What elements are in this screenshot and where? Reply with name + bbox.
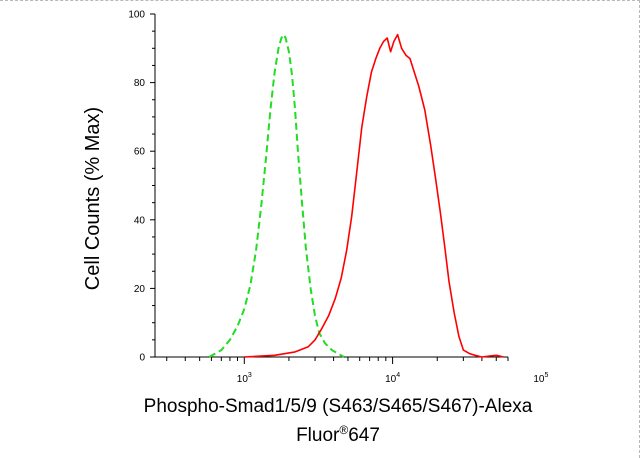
y-tick-label: 40 xyxy=(134,215,146,226)
series-layer xyxy=(208,33,504,358)
y-axis-label: Cell Counts (% Max) xyxy=(82,107,104,290)
y-tick-label: 100 xyxy=(128,10,145,21)
y-tick-label: 60 xyxy=(134,147,146,158)
plot-area: 0 20 40 60 80 100 103 104 105 xyxy=(128,10,548,386)
y-axis-ticks: 0 20 40 60 80 100 xyxy=(128,10,155,364)
x-tick-label: 104 xyxy=(385,372,400,385)
y-tick-label: 0 xyxy=(139,353,145,364)
y-tick-label: 80 xyxy=(134,78,146,89)
control-histogram-line xyxy=(208,33,345,358)
x-axis-label-number: 647 xyxy=(348,425,380,446)
y-tick-label: 20 xyxy=(134,284,146,295)
x-tick-label: 105 xyxy=(533,372,548,385)
x-axis-ticks: 103 104 105 xyxy=(166,357,549,385)
x-axis-label-fluor: Fluor xyxy=(296,425,340,446)
x-axis-label-registered-mark: ® xyxy=(339,423,348,437)
x-tick-label: 103 xyxy=(237,372,252,385)
x-axis-label-line2: Fluor®647 xyxy=(296,423,380,446)
sample-histogram-line xyxy=(244,33,504,358)
frame-border-top xyxy=(0,0,640,1)
x-axis-label-line1: Phospho-Smad1/5/9 (S463/S465/S467)-Alexa xyxy=(144,396,533,417)
